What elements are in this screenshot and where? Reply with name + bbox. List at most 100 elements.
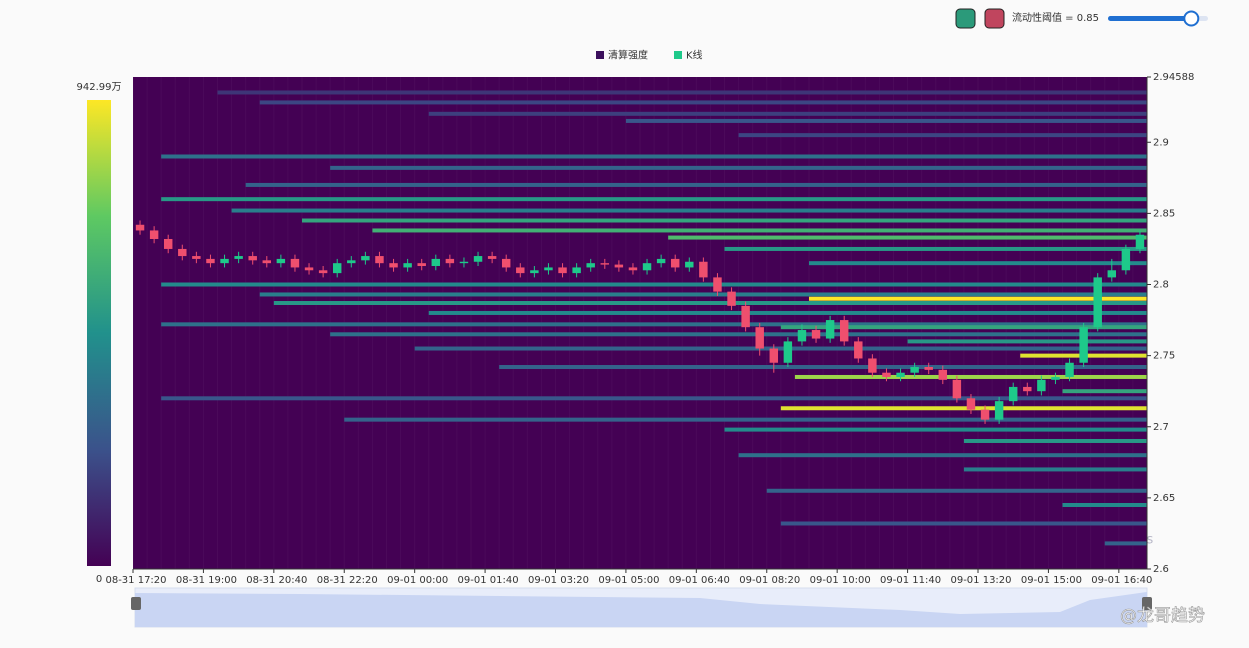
candle-body [980,409,990,420]
candle-body [417,263,426,267]
theme-button[interactable] [955,8,976,29]
liquidation-band [302,218,1147,223]
candle-body [656,258,666,264]
candle-body [304,267,314,271]
liquidation-band [273,301,1147,306]
liquidation-band [161,396,1147,401]
candle-body [1121,248,1131,271]
candle-body [586,263,595,268]
candle-body [530,270,539,274]
candle-body [685,261,694,268]
y-tick-label: 2.6 [1153,564,1169,575]
legend-label: K线 [686,49,703,62]
candle-body [473,256,483,262]
x-tick-label: 09-01 00:00 [387,575,448,586]
candle-body [600,263,610,265]
candle-body [882,372,891,377]
candle-body [713,277,722,292]
candle-body [952,379,962,399]
candle-body [1135,234,1145,249]
y-tick-label: 2.8 [1153,280,1169,291]
candle-body [825,320,835,339]
slider-knob[interactable] [1183,10,1200,27]
candle-body [670,258,680,268]
plot [133,77,1147,569]
candle-body [544,267,553,271]
liquidation-band [766,488,1147,493]
x-tick-label: 08-31 22:20 [317,575,378,586]
candle-body [854,341,863,359]
liquidation-band [161,322,1147,327]
x-tick-label: 09-01 15:00 [1021,575,1082,586]
liquidation-band [809,261,1147,266]
y-tick-label: 2.85 [1153,208,1175,219]
candle-body [516,267,525,274]
candle-body [741,305,750,328]
y-tick-label: 2.94588 [1153,72,1194,83]
zoom-handle[interactable] [131,597,141,610]
liquidation-band [780,325,1147,330]
liquidation-band [259,292,1147,297]
candle-body [262,260,272,264]
candle-body [276,258,286,264]
candle-body [361,256,370,261]
candle-body [1008,386,1018,402]
liquidation-band [245,182,1147,187]
threshold-label: 流动性阈值 = 0.85 [1012,11,1099,24]
candle-body [290,258,300,268]
liquidation-band [231,208,1147,213]
candle-body [910,367,919,373]
slider-fill [1108,16,1192,21]
candle-body [459,261,469,264]
liquidation-band [330,332,1147,337]
liquidation-band [780,406,1147,411]
x-tick-label: 09-01 03:20 [528,575,589,586]
y-tick-label: 2.75 [1153,351,1175,362]
legend-swatch[interactable] [596,51,604,59]
candle-body [1023,386,1032,392]
zoom-handle[interactable] [1142,597,1152,610]
liquidation-band [963,467,1147,472]
candle-body [248,256,257,261]
x-tick-label: 08-31 17:20 [105,575,166,586]
legend-swatch[interactable] [674,51,682,59]
x-tick-label: 09-01 01:40 [458,575,519,586]
liquidation-band [217,90,1147,95]
liquidation-band [963,438,1147,443]
color-scale-max: 942.99万 [77,82,122,93]
liquidation-band [1062,502,1147,507]
candle-body [1051,376,1060,380]
x-tick-label: 08-31 20:40 [246,575,307,586]
candle-body [332,263,342,274]
liquidation-band [259,100,1147,105]
candle-body [431,258,441,267]
legend-label: 清算强度 [608,49,648,62]
x-tick-label: 09-01 08:20 [739,575,800,586]
candle-body [178,248,187,257]
candle-body [839,320,849,342]
candle-body [192,256,201,259]
liquidation-band [738,453,1147,458]
liquidation-band [907,339,1147,344]
candle-body [501,258,511,268]
candle-body [783,341,793,363]
liquidation-band [428,111,1147,116]
candle-body [811,330,821,339]
liquidation-band [625,118,1147,123]
y-tick-label: 2.7 [1153,422,1169,433]
liquidation-band [780,521,1147,526]
candle-body [699,261,708,278]
candle-body [347,260,356,264]
liquidation-band [809,296,1147,301]
theme-button[interactable] [984,8,1005,29]
x-tick-label: 09-01 10:00 [810,575,871,586]
candle-body [797,330,807,342]
candle-body [403,263,412,268]
candle-body [896,372,905,377]
candle-body [558,267,567,274]
candle-body [1093,277,1102,328]
liquidation-band [161,197,1147,202]
x-tick-label: 09-01 16:40 [1091,575,1152,586]
candle-body [1065,362,1074,377]
